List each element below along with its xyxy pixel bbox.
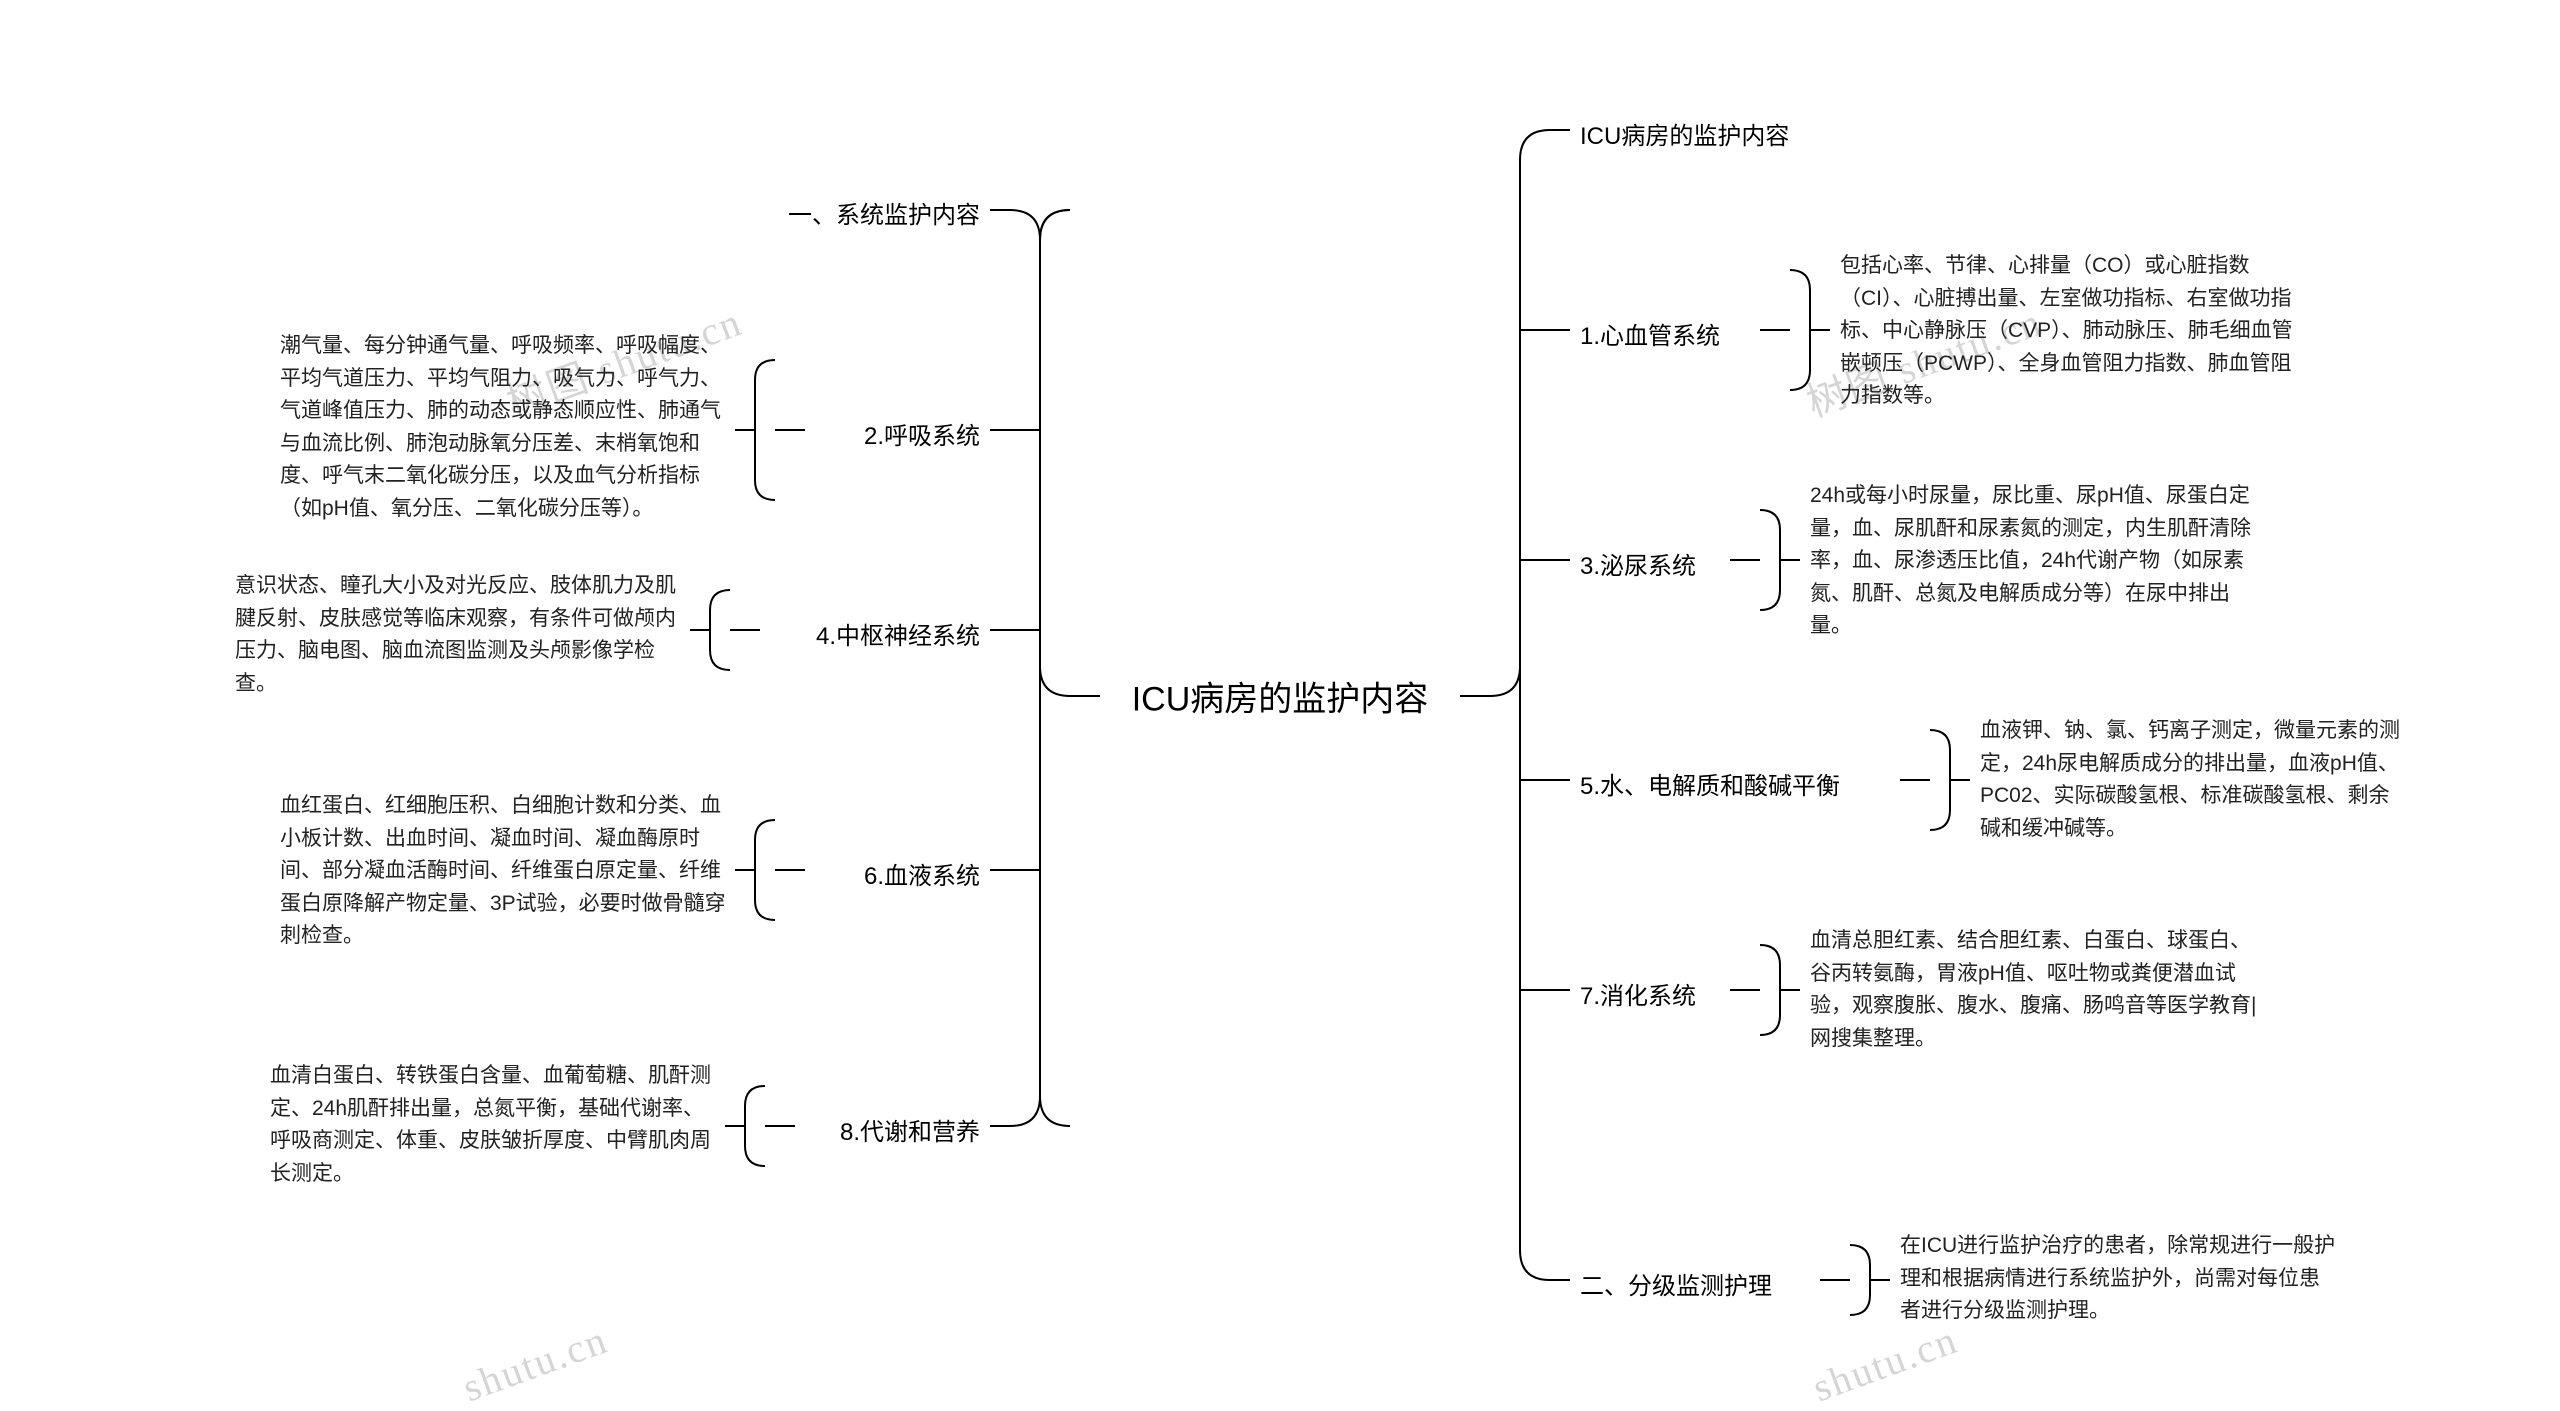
right-node-0: ICU病房的监护内容	[1580, 116, 1789, 151]
left-node-0: 一、系统监护内容	[788, 195, 980, 230]
center-title: ICU病房的监护内容	[1132, 671, 1429, 720]
left-node-2: 4.中枢神经系统	[816, 616, 980, 651]
right-node-1: 1.心血管系统	[1580, 316, 1720, 351]
left-desc-4: 血清白蛋白、转铁蛋白含量、血葡萄糖、肌酐测定、24h肌酐排出量，总氮平衡，基础代…	[270, 1060, 720, 1190]
left-node-4: 8.代谢和营养	[840, 1112, 980, 1147]
left-desc-2: 意识状态、瞳孔大小及对光反应、肢体肌力及肌腱反射、皮肤感觉等临床观察，有条件可做…	[235, 570, 685, 700]
right-desc-3: 血液钾、钠、氯、钙离子测定，微量元素的测定，24h尿电解质成分的排出量，血液pH…	[1980, 715, 2400, 845]
left-desc-3: 血红蛋白、红细胞压积、白细胞计数和分类、血小板计数、出血时间、凝血时间、凝血酶原…	[280, 790, 730, 953]
left-node-3: 6.血液系统	[864, 856, 980, 891]
right-node-4: 7.消化系统	[1580, 976, 1696, 1011]
right-node-5: 二、分级监测护理	[1580, 1266, 1772, 1301]
right-desc-4: 血清总胆红素、结合胆红素、白蛋白、球蛋白、谷丙转氨酶，胃液pH值、呕吐物或粪便潜…	[1810, 925, 2260, 1055]
left-desc-1: 潮气量、每分钟通气量、呼吸频率、呼吸幅度、平均气道压力、平均气阻力、吸气力、呼气…	[280, 330, 730, 525]
right-desc-2: 24h或每小时尿量，尿比重、尿pH值、尿蛋白定量，血、尿肌酐和尿素氮的测定，内生…	[1810, 480, 2270, 643]
right-node-2: 3.泌尿系统	[1580, 546, 1696, 581]
right-desc-1: 包括心率、节律、心排量（CO）或心脏指数（CI）、心脏搏出量、左室做功指标、右室…	[1840, 250, 2300, 413]
right-node-3: 5.水、电解质和酸碱平衡	[1580, 766, 1840, 801]
right-desc-5: 在ICU进行监护治疗的患者，除常规进行一般护理和根据病情进行系统监护外，尚需对每…	[1900, 1230, 2340, 1328]
left-node-1: 2.呼吸系统	[864, 416, 980, 451]
